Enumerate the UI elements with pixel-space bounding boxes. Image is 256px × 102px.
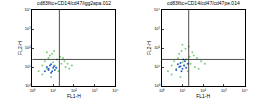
svg-text:FL1-H: FL1-H — [196, 93, 210, 99]
svg-text:10⁰: 10⁰ — [25, 83, 31, 88]
svg-text:cd83fitc+CD14/cd47/cd47pe.014: cd83fitc+CD14/cd47/cd47pe.014 — [167, 0, 240, 6]
svg-text:10⁰: 10⁰ — [30, 88, 36, 93]
svg-text:FL2-H: FL2-H — [17, 41, 23, 55]
svg-text:10¹: 10¹ — [50, 88, 56, 93]
svg-text:10³: 10³ — [221, 88, 227, 93]
svg-text:10²: 10² — [71, 88, 77, 93]
svg-text:10¹: 10¹ — [154, 64, 160, 69]
svg-text:10⁴: 10⁴ — [242, 88, 248, 93]
svg-text:10¹: 10¹ — [180, 88, 186, 93]
svg-text:10¹: 10¹ — [25, 64, 31, 69]
svg-text:10³: 10³ — [25, 26, 31, 31]
svg-text:10²: 10² — [200, 88, 206, 93]
svg-text:10⁰: 10⁰ — [154, 83, 160, 88]
svg-text:10³: 10³ — [92, 88, 98, 93]
svg-text:10³: 10³ — [154, 26, 160, 31]
svg-text:10⁴: 10⁴ — [154, 7, 160, 12]
svg-text:10²: 10² — [154, 45, 160, 50]
svg-text:cd83fitc+CD14/cd47/igg2apa.012: cd83fitc+CD14/cd47/igg2apa.012 — [37, 0, 111, 6]
svg-text:10⁴: 10⁴ — [24, 7, 30, 12]
svg-text:10²: 10² — [25, 45, 31, 50]
svg-text:FL2-H: FL2-H — [146, 41, 152, 55]
svg-text:FL1-H: FL1-H — [67, 93, 81, 99]
svg-text:10⁴: 10⁴ — [112, 88, 118, 93]
svg-text:10⁰: 10⁰ — [159, 88, 165, 93]
